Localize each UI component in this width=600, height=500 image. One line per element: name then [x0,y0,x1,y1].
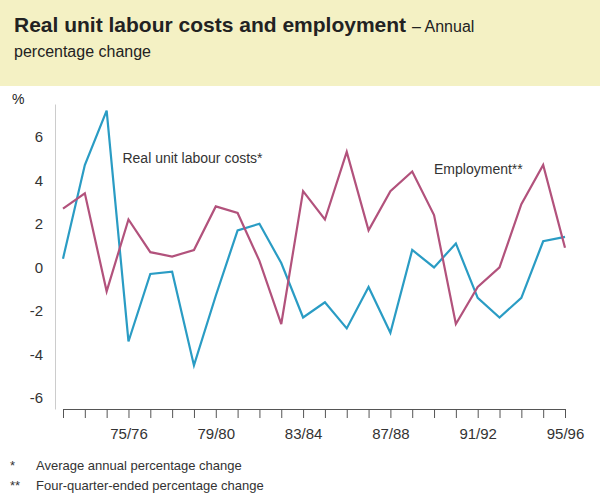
x-tick [107,409,108,418]
x-tick-label: 75/76 [110,425,148,442]
x-tick: 83/84 [285,409,323,442]
x-tick: 95/96 [547,409,585,442]
footnote-mark: * [10,458,15,473]
x-tick [281,409,282,418]
title-background [0,0,600,86]
x-tick [325,409,326,418]
x-tick-label: 83/84 [285,425,323,442]
y-tick: -6 [30,389,55,406]
title-main: Real unit labour costs and employment [14,13,406,36]
x-tick [412,409,413,418]
y-axis: -6 -4 -2 0 2 4 6 [30,105,56,410]
x-tick [63,409,64,418]
y-tick: -4 [30,346,55,363]
series-label: Real unit labour costs* [122,150,263,166]
x-tick-mark [63,409,64,418]
series-label: Employment** [434,161,523,177]
x-tick [369,409,370,418]
x-tick-mark [500,409,501,418]
x-tick-mark [412,409,413,418]
y-tick: 6 [35,128,55,145]
x-tick-label: 87/88 [372,425,410,442]
x-tick [194,409,195,418]
footnote-mark: ** [10,478,20,493]
x-tick-mark [281,409,282,418]
x-tick [521,409,522,418]
x-tick-label: 79/80 [198,425,236,442]
x-tick: 79/80 [198,409,236,442]
x-tick-mark [194,409,195,418]
x-axis-line [64,409,566,410]
y-tick-label: 4 [35,172,43,189]
x-tick-mark [150,409,151,418]
x-tick-mark [259,409,260,418]
x-tick-mark [434,409,435,418]
x-tick-mark [238,409,239,418]
x-tick-label: 95/96 [547,425,585,442]
x-tick-mark [390,409,391,418]
x-axis: 75/76 79/80 83/84 87/88 91/92 95/96 [64,409,585,442]
y-tick-label: 6 [35,128,43,145]
x-tick-mark [107,409,108,418]
x-tick [238,409,239,418]
x-tick [259,409,260,418]
x-tick [150,409,151,418]
x-tick-mark [85,409,86,418]
x-tick [85,409,86,418]
y-tick-label: -4 [30,346,43,363]
y-axis-line [55,105,56,410]
series-line [63,111,565,366]
y-tick: 4 [35,172,55,189]
footnote-text: Average annual percentage change [36,458,242,473]
x-tick: 91/92 [459,409,497,442]
x-tick [500,409,501,418]
x-tick [347,409,348,418]
x-tick-mark [478,409,479,418]
y-tick: -2 [30,302,55,319]
y-tick: 2 [35,215,55,232]
x-tick-mark [347,409,348,418]
y-tick-label: 0 [35,259,43,276]
x-tick [543,409,544,418]
chart: Real unit labour costs and employment – A… [0,0,600,500]
x-tick [456,409,457,418]
y-tick-label: -6 [30,389,43,406]
title: Real unit labour costs and employment – A… [14,13,474,36]
x-tick-label: 91/92 [459,425,497,442]
y-tick-label: -2 [30,302,43,319]
x-tick-mark [128,409,129,418]
x-tick-mark [456,409,457,418]
x-tick-mark [325,409,326,418]
x-tick [172,409,173,418]
x-tick [434,409,435,418]
footnote-text: Four-quarter-ended percentage change [36,478,264,493]
x-tick-mark [543,409,544,418]
x-tick-mark [369,409,370,418]
x-tick-mark [521,409,522,418]
x-tick-mark [565,409,566,418]
plot-area [63,111,565,366]
subtitle: percentage change [14,43,151,60]
x-tick: 87/88 [372,409,410,442]
x-tick-mark [216,409,217,418]
x-tick: 75/76 [110,409,148,442]
y-tick: 0 [35,259,55,276]
subtitle: – Annual [412,18,474,35]
y-axis-label: % [12,91,24,107]
x-tick-mark [303,409,304,418]
x-tick-mark [172,409,173,418]
y-tick-label: 2 [35,215,43,232]
series-line [63,152,565,324]
